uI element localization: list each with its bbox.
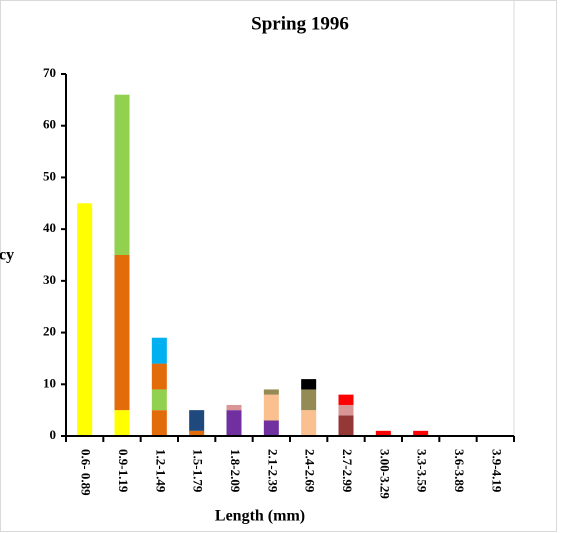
y-tick-label: 30	[43, 272, 56, 287]
x-tick-label: 1.5-1.79	[191, 449, 206, 493]
bar-segment	[263, 394, 279, 421]
x-axis-label: Length (mm)	[215, 508, 305, 525]
x-tick-label: 2.4-2.69	[303, 449, 318, 493]
bar-segment	[375, 430, 391, 436]
y-tick-label: 0	[50, 427, 57, 442]
bar-segment	[189, 410, 205, 431]
x-tick-label: 0.9-1.19	[116, 449, 131, 493]
x-tick-label: 3.9-4.19	[489, 449, 504, 493]
x-tick-label: 1.2-1.49	[153, 449, 168, 493]
bar-segment	[263, 389, 279, 395]
bar-segment	[226, 410, 242, 436]
x-tick-label: 1.8-2.09	[228, 449, 243, 493]
y-tick-label: 60	[43, 117, 56, 132]
y-axis-label: cy	[0, 247, 14, 264]
x-tick-label: 0.6- 0.89	[79, 449, 94, 496]
bar-segment	[151, 389, 167, 411]
bar-segment	[226, 404, 242, 411]
bar-segment	[77, 203, 93, 436]
bar-segment	[301, 379, 317, 390]
bar-segment	[151, 363, 167, 390]
x-tick-label: 2.7-2.99	[340, 449, 355, 493]
bar-segment	[338, 415, 354, 436]
x-tick-label: 3.00-3.29	[377, 449, 392, 499]
bar-segment	[413, 430, 429, 436]
bar-segment	[114, 94, 130, 255]
bar-segment	[151, 337, 167, 364]
y-tick-label: 10	[43, 375, 56, 390]
bar-segment	[263, 420, 279, 436]
chart-title: Spring 1996	[251, 13, 349, 34]
y-tick-label: 50	[43, 168, 56, 183]
bar-segment	[338, 394, 354, 405]
x-tick-label: 2.1-2.39	[265, 449, 280, 493]
bar-segment	[338, 404, 354, 416]
y-tick-label: 40	[43, 220, 56, 235]
bar-segment	[114, 410, 130, 436]
bar-segment	[114, 255, 130, 411]
bar-segment	[189, 430, 205, 436]
x-tick-label: 3.3-3.59	[415, 449, 430, 493]
frame	[0, 0, 557, 532]
y-tick-label: 20	[43, 324, 56, 339]
y-tick-label: 70	[43, 65, 56, 80]
bar-segment	[151, 410, 167, 436]
bar-segment	[301, 389, 317, 411]
x-tick-label: 3.6-3.89	[452, 449, 467, 493]
bar-segment	[301, 410, 317, 436]
